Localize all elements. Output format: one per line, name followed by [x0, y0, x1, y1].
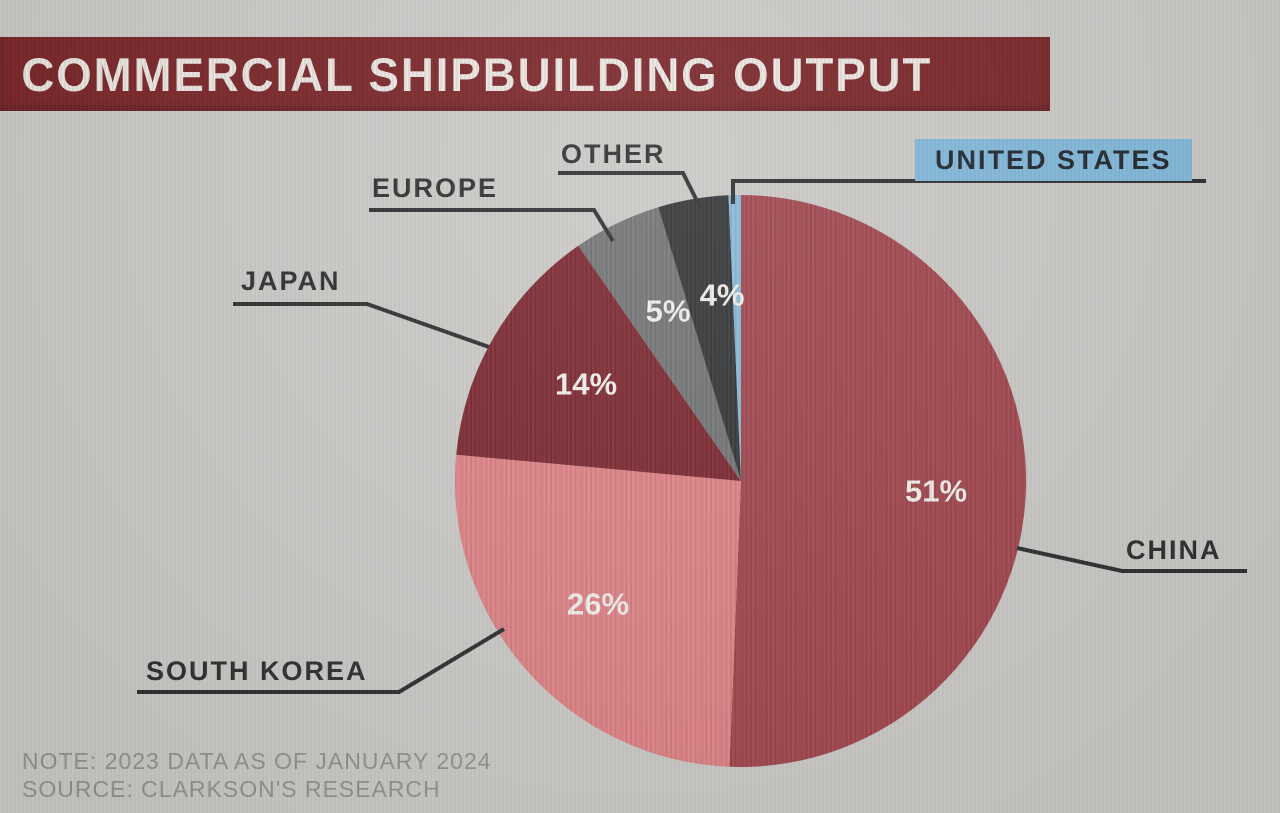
pie-slice-united-states: [728, 195, 741, 481]
footer-note: NOTE: 2023 DATA AS OF JANUARY 2024 SOURC…: [22, 747, 491, 803]
europe-leader-line: [369, 208, 615, 243]
united-states-leader-line: [731, 179, 1206, 204]
title-banner: COMMERCIAL SHIPBUILDING OUTPUT: [0, 37, 1050, 111]
pie-slice-china: [729, 195, 1027, 767]
leader-lines: [137, 171, 1247, 694]
slice-value-label-other: 4%: [700, 278, 745, 313]
label-japan: JAPAN: [241, 266, 341, 296]
pie-slice-south-korea: [454, 454, 741, 767]
pie-slices: [454, 195, 1027, 767]
slice-value-label-japan: 14%: [555, 367, 617, 402]
japan-leader-line: [233, 302, 490, 349]
south-korea-leader-line: [137, 627, 506, 694]
label-china: CHINA: [1126, 535, 1222, 565]
label-united-states-highlighted: UNITED STATES: [915, 139, 1192, 181]
page-title: COMMERCIAL SHIPBUILDING OUTPUT: [21, 47, 933, 101]
china-leader-line: [1016, 546, 1247, 573]
label-south-korea: SOUTH KOREA: [146, 656, 368, 686]
slice-value-labels: 51% 26% 14% 5% 4%: [555, 278, 967, 622]
source-line: SOURCE: CLARKSON'S RESEARCH: [22, 776, 441, 802]
note-line: NOTE: 2023 DATA AS OF JANUARY 2024: [22, 748, 492, 774]
pie-slice-other: [658, 195, 741, 482]
slice-value-label-south-korea: 26%: [567, 587, 629, 622]
other-leader-line: [558, 171, 703, 210]
slice-value-label-china: 51%: [905, 474, 967, 509]
pie-slice-europe: [578, 207, 741, 481]
slice-value-label-europe: 5%: [646, 294, 691, 329]
pie-slice-japan: [456, 245, 741, 481]
label-europe: EUROPE: [372, 173, 499, 203]
label-other: OTHER: [561, 139, 666, 169]
